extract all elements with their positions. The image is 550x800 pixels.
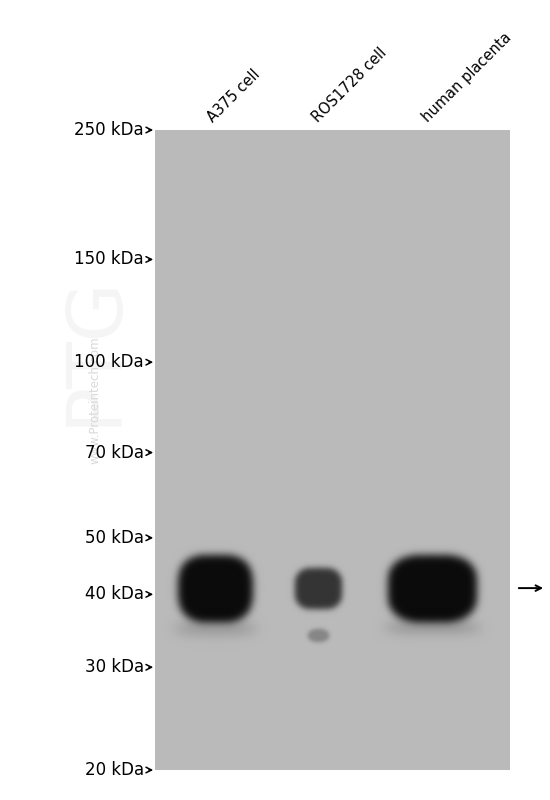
Text: 250 kDa: 250 kDa: [74, 121, 144, 139]
Text: www.Proteintech.com: www.Proteintech.com: [89, 336, 102, 464]
Text: 70 kDa: 70 kDa: [85, 443, 144, 462]
Text: PTG: PTG: [58, 274, 132, 426]
Text: 50 kDa: 50 kDa: [85, 529, 144, 547]
Text: human placenta: human placenta: [420, 30, 514, 125]
Text: 30 kDa: 30 kDa: [85, 658, 144, 676]
Text: 100 kDa: 100 kDa: [74, 353, 144, 371]
Text: 40 kDa: 40 kDa: [85, 586, 144, 603]
Text: 150 kDa: 150 kDa: [74, 250, 144, 269]
Text: A375 cell: A375 cell: [205, 66, 263, 125]
Text: 20 kDa: 20 kDa: [85, 761, 144, 779]
Text: ROS1728 cell: ROS1728 cell: [310, 45, 389, 125]
